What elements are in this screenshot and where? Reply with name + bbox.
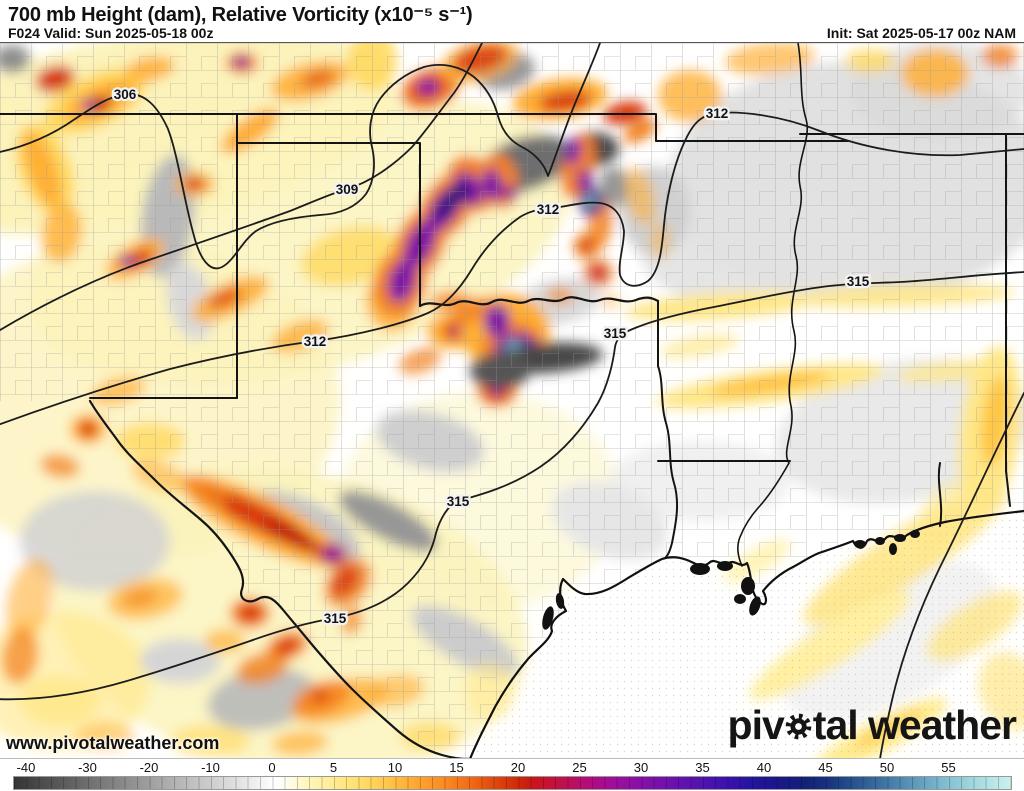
colorbar-tick: -10 xyxy=(201,760,220,775)
coastline xyxy=(468,509,1024,759)
gear-icon xyxy=(785,713,812,740)
brand-logo: piv tal weather xyxy=(727,702,1017,748)
logo-text-left: piv xyxy=(727,702,785,748)
colorbar-tick: 5 xyxy=(329,760,338,775)
height-contour-label: 315 xyxy=(604,326,627,341)
colorbar-tick: 35 xyxy=(695,760,710,775)
forecast-valid-label: F024 Valid: Sun 2025-05-18 00z xyxy=(8,25,214,41)
height-contour-label: 306 xyxy=(114,87,137,102)
colorbar-tick: 55 xyxy=(941,760,956,775)
state-borders-layer xyxy=(0,43,1024,759)
height-contour-label: 315 xyxy=(324,611,347,626)
height-contour-label: 315 xyxy=(447,494,470,509)
colorbar-tick: -40 xyxy=(16,760,36,775)
colorbar-tick: 15 xyxy=(449,760,464,775)
height-contour-label: 315 xyxy=(847,274,870,289)
height-contour-label: 312 xyxy=(537,202,560,217)
colorbar-tick: -30 xyxy=(78,760,97,775)
watermark-url: www.pivotalweather.com xyxy=(6,733,220,753)
colorbar-tick: 25 xyxy=(572,760,587,775)
colorbar-tick: 0 xyxy=(268,760,276,775)
header-bar: 700 mb Height (dam), Relative Vorticity … xyxy=(0,0,1024,42)
colorbar-tick: -20 xyxy=(139,760,159,775)
colorbar-tick: 10 xyxy=(387,760,403,775)
colorbar-tick: 20 xyxy=(510,760,526,775)
model-init-label: Init: Sat 2025-05-17 00z NAM xyxy=(826,25,1016,41)
height-contour-label: 309 xyxy=(336,182,359,197)
height-contour-label: 312 xyxy=(706,106,729,121)
height-contour-label: 312 xyxy=(304,334,327,349)
weather-map[interactable]: 306 309 312 312 312 315 315 315 315 xyxy=(0,42,1024,759)
county-borders-layer xyxy=(0,43,1024,759)
logo-text-right: tal weather xyxy=(812,702,1017,748)
map-title: 700 mb Height (dam), Relative Vorticity … xyxy=(8,4,473,26)
colorbar-cell-separators xyxy=(14,777,1011,789)
colorbar-tick: 45 xyxy=(818,760,833,775)
colorbar: -40 -30 -20 -10 0 5 10 15 20 25 30 35 40 45 50 55 xyxy=(0,758,1024,791)
colorbar-tick-labels: -40 -30 -20 -10 0 5 10 15 20 25 30 35 40 45 50 55 xyxy=(0,760,1024,775)
colorbar-tick: 30 xyxy=(633,760,649,775)
colorbar-tick: 40 xyxy=(756,760,772,775)
height-contours-layer xyxy=(0,43,1024,759)
contour-labels-layer: 306 309 312 312 312 315 315 315 315 xyxy=(111,85,872,629)
colorbar-gradient xyxy=(13,776,1012,790)
colorbar-tick: 50 xyxy=(879,760,895,775)
